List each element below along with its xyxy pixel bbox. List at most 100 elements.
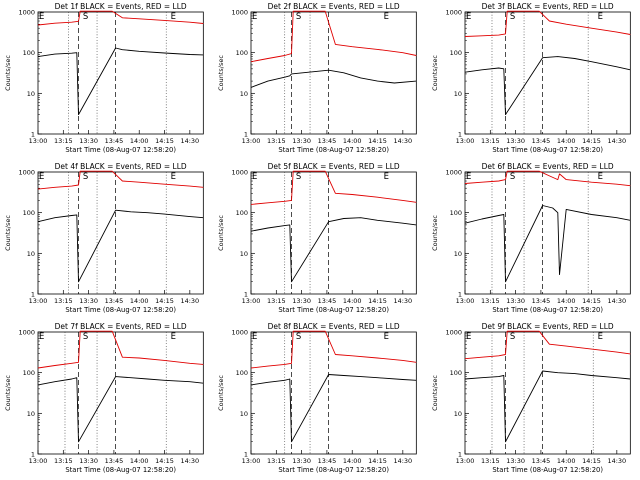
x-tick-label: 13:30 (293, 297, 312, 305)
x-tick-label: 13:45 (318, 457, 337, 465)
y-tick-label: 1 (31, 130, 35, 138)
phase-marker-label: E (597, 172, 602, 182)
x-tick-label: 13:15 (54, 137, 73, 145)
phase-marker-label: E (597, 332, 602, 342)
y-axis-label: Counts/sec (217, 375, 225, 411)
y-tick-label: 100 (236, 49, 248, 57)
y-tick-label: 10 (453, 410, 461, 418)
y-tick-label: 100 (449, 49, 461, 57)
x-tick-label: 14:00 (557, 297, 576, 305)
series-lld (251, 170, 417, 205)
y-axis-label: Counts/sec (4, 215, 12, 251)
y-tick-label: 1 (458, 450, 462, 458)
x-tick-label: 13:15 (481, 457, 500, 465)
y-tick-label: 1 (458, 130, 462, 138)
x-tick-label: 14:30 (180, 457, 199, 465)
phase-marker-label: E (171, 332, 176, 342)
x-axis-label: Start Time (08-Aug-07 12:58:20) (65, 306, 176, 314)
y-axis-label: Counts/sec (217, 215, 225, 251)
x-tick-label: 14:15 (582, 457, 601, 465)
plot-frame (37, 11, 204, 135)
chart-panel-2: Det 2f BLACK = Events, RED = LLD Counts/s… (217, 2, 418, 154)
x-tick-label: 13:00 (455, 297, 474, 305)
y-tick-label: 1000 (232, 329, 249, 337)
phase-marker-label: E (39, 332, 44, 342)
x-tick-label: 13:00 (29, 297, 48, 305)
x-tick-label: 14:15 (582, 137, 601, 145)
chart-panel-5: Det 5f BLACK = Events, RED = LLD Counts/s… (217, 162, 418, 314)
series-events (251, 217, 417, 283)
x-tick-label: 14:15 (155, 137, 174, 145)
x-tick-label: 14:30 (394, 457, 413, 465)
x-tick-label: 13:30 (79, 457, 98, 465)
phase-marker-label: S (510, 172, 515, 182)
series-events (251, 69, 417, 88)
y-tick-label: 100 (23, 369, 35, 377)
series-lld (251, 330, 417, 369)
x-tick-label: 14:30 (607, 457, 626, 465)
chart-title: Det 6f BLACK = Events, RED = LLD (481, 162, 613, 171)
x-tick-label: 14:30 (607, 137, 626, 145)
x-tick-label: 14:00 (343, 297, 362, 305)
y-axis-label: Counts/sec (431, 55, 439, 91)
chart-panel-8: Det 8f BLACK = Events, RED = LLD Counts/s… (217, 322, 418, 474)
y-tick-label: 100 (449, 209, 461, 217)
plot-frame (250, 331, 418, 455)
x-tick-label: 14:15 (582, 297, 601, 305)
x-tick-label: 13:15 (267, 457, 286, 465)
x-tick-label: 14:00 (557, 137, 576, 145)
chart-title: Det 3f BLACK = Events, RED = LLD (481, 2, 613, 11)
phase-marker-label: E (466, 12, 471, 22)
y-tick-label: 100 (23, 209, 35, 217)
x-tick-label: 13:45 (105, 457, 124, 465)
phase-marker-label: E (384, 12, 389, 22)
x-tick-label: 13:00 (29, 137, 48, 145)
phase-marker-label: S (296, 332, 301, 342)
phase-marker-label: E (39, 12, 44, 22)
y-tick-label: 1 (31, 290, 35, 298)
x-tick-label: 13:30 (293, 137, 312, 145)
plot-frame (250, 11, 418, 135)
x-tick-label: 14:15 (155, 297, 174, 305)
chart-title: Det 5f BLACK = Events, RED = LLD (268, 162, 400, 171)
chart-title: Det 8f BLACK = Events, RED = LLD (268, 322, 400, 331)
x-tick-label: 13:15 (267, 137, 286, 145)
phase-marker-label: E (39, 172, 44, 182)
series-lld (37, 330, 204, 369)
series-lld (464, 170, 631, 187)
x-tick-label: 13:30 (293, 457, 312, 465)
x-tick-label: 13:30 (79, 297, 98, 305)
phase-marker-label: S (510, 12, 515, 22)
y-axis-label: Counts/sec (431, 375, 439, 411)
chart-title: Det 7f BLACK = Events, RED = LLD (55, 322, 187, 331)
series-events (37, 47, 204, 116)
x-tick-label: 14:00 (343, 137, 362, 145)
x-tick-label: 13:15 (267, 297, 286, 305)
series-events (464, 56, 631, 116)
x-tick-label: 14:00 (130, 137, 149, 145)
series-lld (464, 10, 631, 37)
x-tick-label: 14:15 (369, 297, 388, 305)
y-axis-label: Counts/sec (431, 215, 439, 251)
x-tick-label: 13:15 (481, 297, 500, 305)
y-tick-label: 10 (240, 250, 248, 258)
chart-panel-4: Det 4f BLACK = Events, RED = LLD Counts/s… (4, 162, 204, 314)
chart-title: Det 2f BLACK = Events, RED = LLD (268, 2, 400, 11)
x-axis-label: Start Time (08-Aug-07 12:58:20) (492, 306, 603, 314)
chart-panel-1: Det 1f BLACK = Events, RED = LLD Counts/s… (4, 2, 204, 154)
plot-frame (37, 331, 204, 455)
phase-marker-label: E (252, 332, 257, 342)
x-tick-label: 13:45 (531, 297, 550, 305)
y-tick-label: 1000 (232, 9, 249, 17)
y-tick-label: 10 (453, 90, 461, 98)
y-tick-label: 1 (244, 450, 248, 458)
series-lld (37, 10, 204, 26)
x-tick-label: 14:15 (369, 137, 388, 145)
y-tick-label: 100 (449, 369, 461, 377)
x-tick-label: 14:15 (369, 457, 388, 465)
x-axis-label: Start Time (08-Aug-07 12:58:20) (492, 466, 603, 474)
y-tick-label: 1000 (18, 9, 35, 17)
y-tick-label: 1000 (445, 9, 462, 17)
x-tick-label: 14:30 (607, 297, 626, 305)
y-tick-label: 10 (27, 250, 35, 258)
